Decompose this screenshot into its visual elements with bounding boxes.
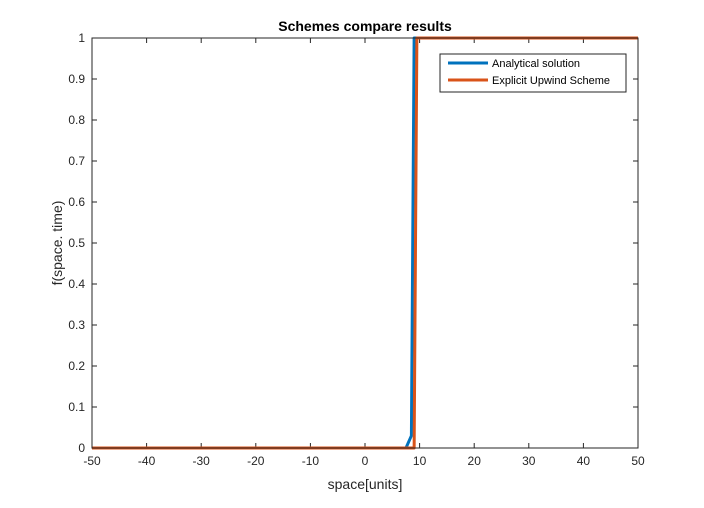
x-tick-label: 20: [468, 454, 482, 468]
x-tick-label: -10: [302, 454, 320, 468]
y-tick-label: 0.3: [68, 318, 85, 332]
y-tick-label: 0.1: [68, 400, 85, 414]
y-tick-label: 0: [78, 441, 85, 455]
y-tick-label: 0.8: [68, 113, 85, 127]
y-tick-label: 0.6: [68, 195, 85, 209]
y-axis-label: f(space. time): [49, 201, 65, 286]
y-tick-label: 1: [78, 31, 85, 45]
y-tick-label: 0.5: [68, 236, 85, 250]
legend: Analytical solution Explicit Upwind Sche…: [439, 53, 627, 93]
x-tick-label: -40: [138, 454, 156, 468]
x-tick-label: 10: [413, 454, 427, 468]
legend-label-upwind: Explicit Upwind Scheme: [492, 75, 610, 87]
legend-label-analytical: Analytical solution: [492, 58, 580, 70]
axes-background: [92, 38, 638, 448]
x-tick-label: 30: [522, 454, 536, 468]
ticks: -50 -40 -30 -20 -10 0 10 20 30 40 50 0 0.1 0.2 0.3 0.4 0…: [68, 31, 645, 468]
y-tick-label: 0.9: [68, 72, 85, 86]
x-tick-label: -20: [247, 454, 265, 468]
legend-box: [439, 53, 627, 93]
x-tick-label: 0: [362, 454, 369, 468]
x-tick-label: 40: [577, 454, 591, 468]
legend-entry-analytical: Analytical solution: [448, 58, 580, 70]
y-tick-label: 0.2: [68, 359, 85, 373]
y-tick-label: 0.7: [68, 154, 85, 168]
axes-box: [91, 37, 639, 449]
x-tick-label: 50: [631, 454, 645, 468]
legend-entry-upwind: Explicit Upwind Scheme: [448, 75, 610, 87]
x-tick-label: -50: [83, 454, 101, 468]
chart-title: Schemes compare results: [278, 18, 452, 34]
x-tick-label: -30: [193, 454, 211, 468]
x-axis-label: space[units]: [328, 476, 403, 492]
y-tick-label: 0.4: [68, 277, 85, 291]
